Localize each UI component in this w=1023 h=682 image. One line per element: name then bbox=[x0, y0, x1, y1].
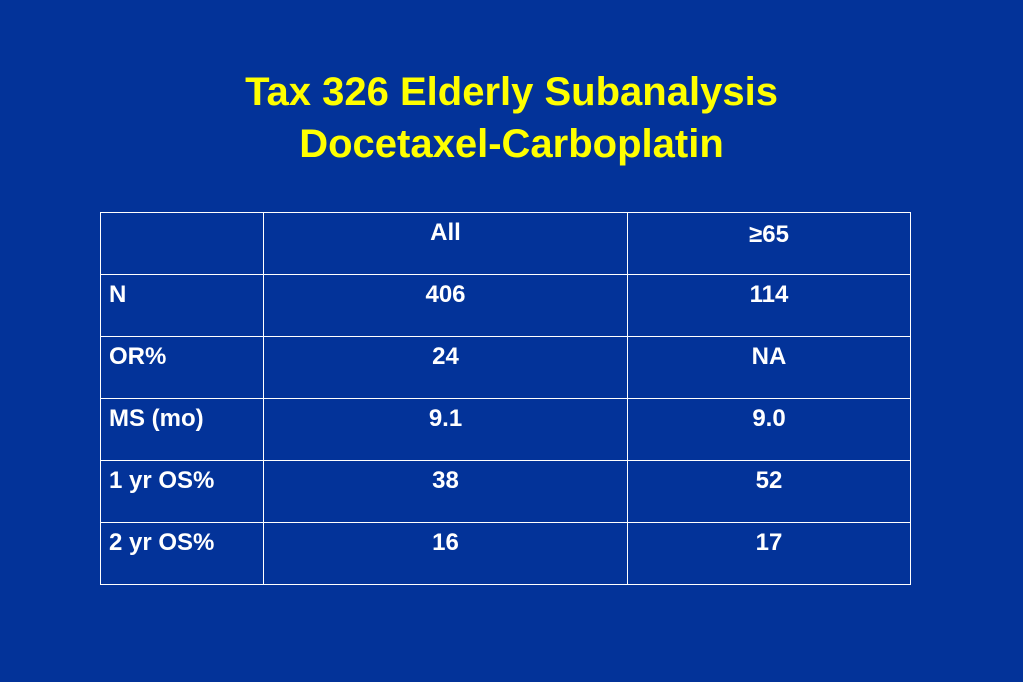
cell-age65: NA bbox=[627, 336, 911, 399]
table-row: MS (mo) 9.1 9.0 bbox=[100, 398, 911, 461]
table-header-row: All ≥65 bbox=[100, 212, 911, 275]
table-row: OR% 24 NA bbox=[100, 336, 911, 399]
header-cell-all: All bbox=[263, 212, 628, 275]
row-label: 1 yr OS% bbox=[100, 460, 264, 523]
cell-all: 16 bbox=[263, 522, 628, 585]
row-label: OR% bbox=[100, 336, 264, 399]
header-cell-age65: ≥65 bbox=[627, 212, 911, 275]
cell-all: 24 bbox=[263, 336, 628, 399]
cell-age65: 114 bbox=[627, 274, 911, 337]
table-row: 2 yr OS% 16 17 bbox=[100, 522, 911, 585]
row-label: N bbox=[100, 274, 264, 337]
cell-all: 9.1 bbox=[263, 398, 628, 461]
header-cell-blank bbox=[100, 212, 264, 275]
title-line-1: Tax 326 Elderly Subanalysis bbox=[245, 70, 778, 114]
results-table: All ≥65 N 406 114 OR% 24 NA MS (mo) 9.1 … bbox=[100, 212, 911, 585]
cell-age65: 52 bbox=[627, 460, 911, 523]
table-row: N 406 114 bbox=[100, 274, 911, 337]
cell-all: 406 bbox=[263, 274, 628, 337]
row-label: 2 yr OS% bbox=[100, 522, 264, 585]
cell-all: 38 bbox=[263, 460, 628, 523]
row-label: MS (mo) bbox=[100, 398, 264, 461]
slide-title: Tax 326 Elderly Subanalysis Docetaxel-Ca… bbox=[0, 66, 1023, 170]
title-line-2: Docetaxel-Carboplatin bbox=[299, 122, 724, 166]
table-row: 1 yr OS% 38 52 bbox=[100, 460, 911, 523]
cell-age65: 17 bbox=[627, 522, 911, 585]
cell-age65: 9.0 bbox=[627, 398, 911, 461]
